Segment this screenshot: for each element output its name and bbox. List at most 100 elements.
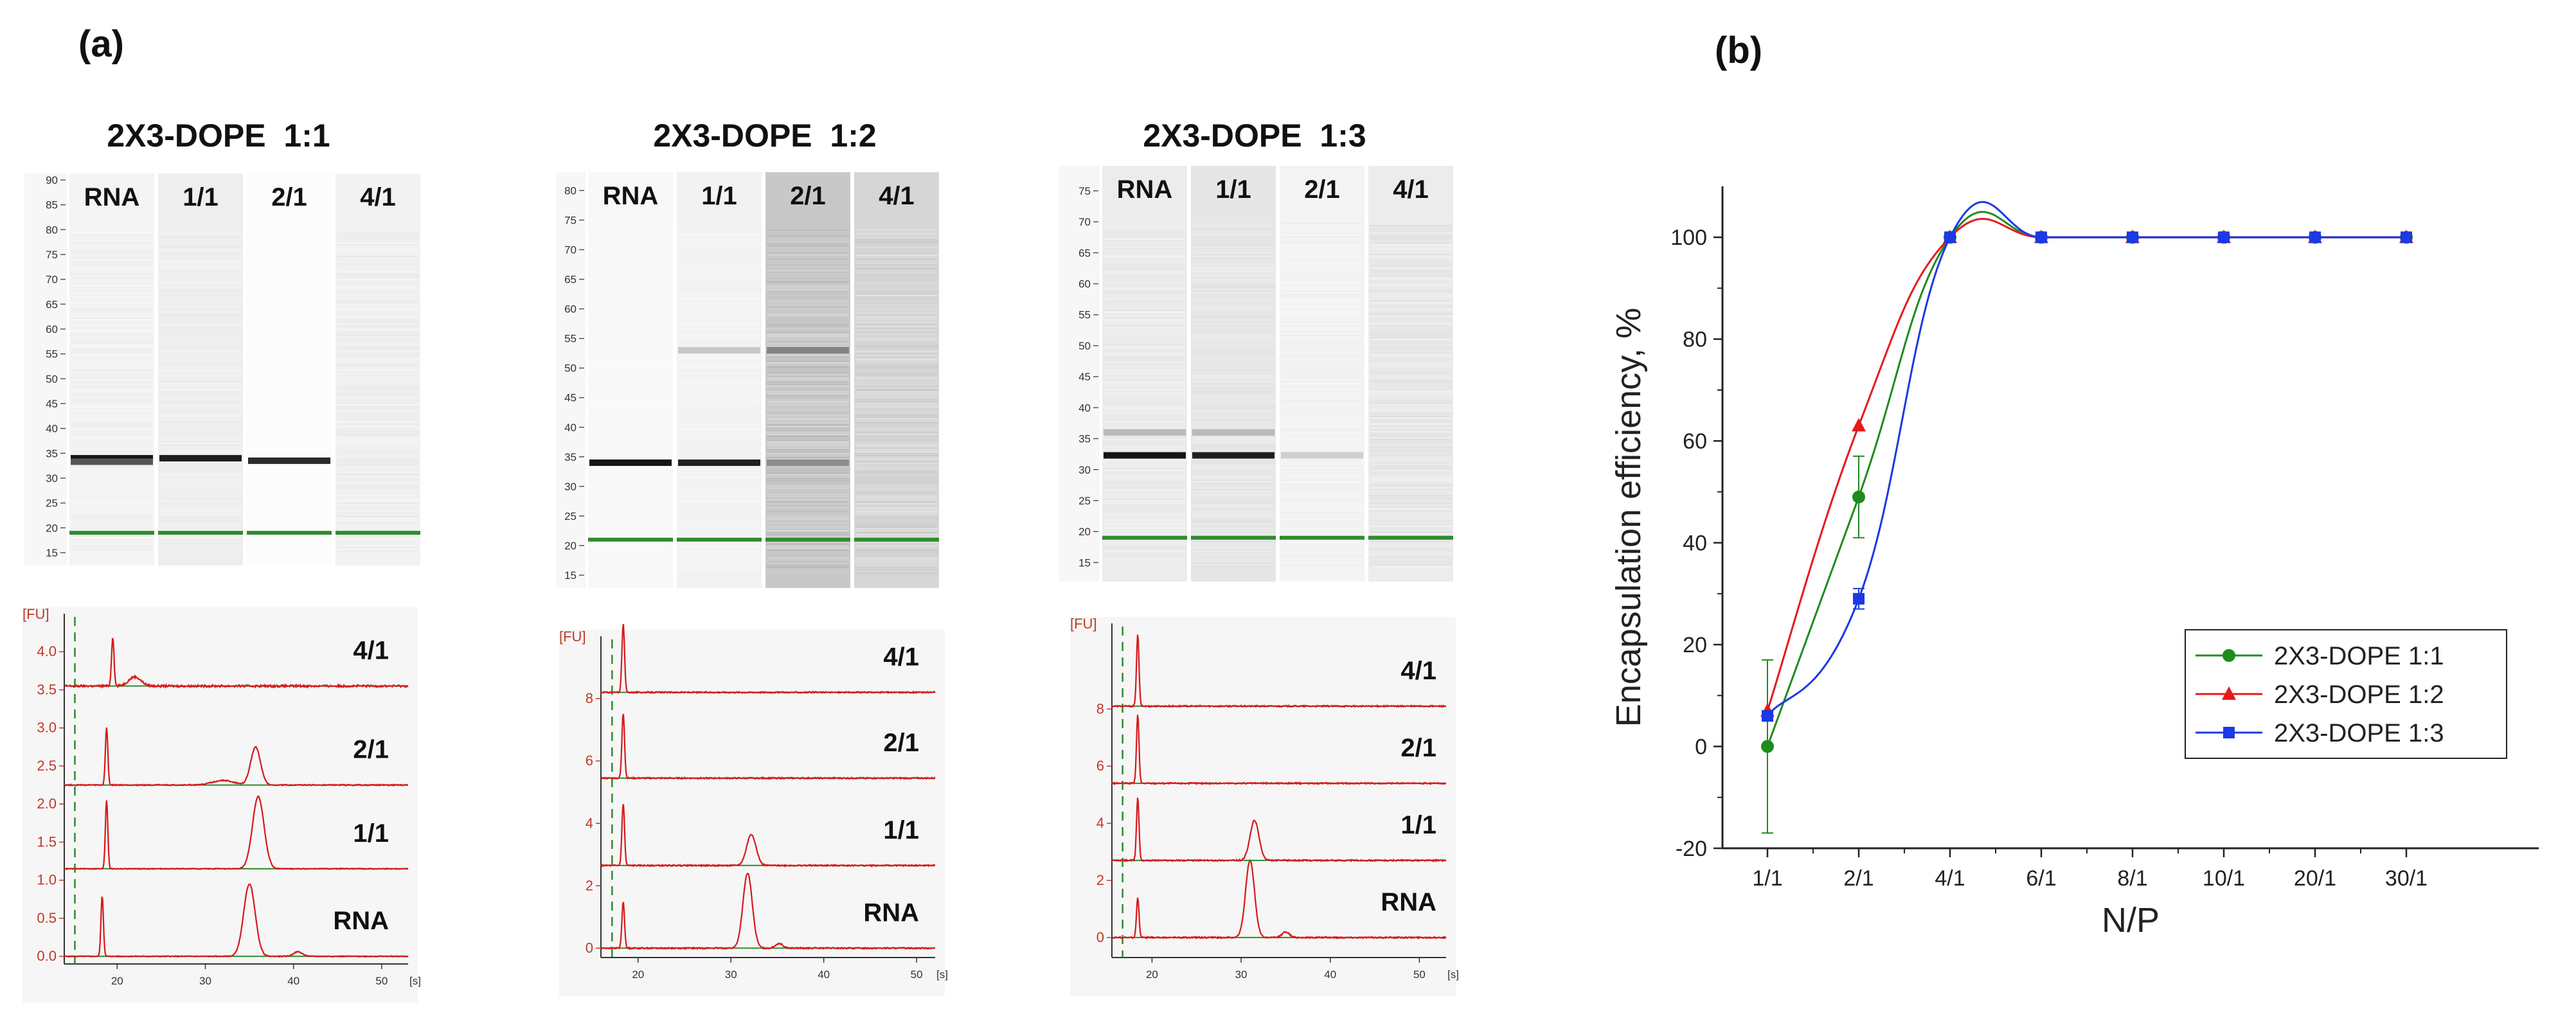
gel-marker-band (158, 531, 243, 535)
gel-1: 90 85 80 75 70 65 60 55 50 45 40 35 30 25 20 15 RNA 1/1 2/… (24, 174, 420, 566)
y-tick-label: 100 (1670, 226, 1707, 250)
ep-trace-4/1 (1111, 634, 1447, 708)
ep-trace-2/1 (1111, 715, 1447, 786)
ep-axis-unit-label: [FU] (1070, 616, 1097, 632)
gel-lane-label: 2/1 (790, 182, 826, 210)
gel-lane-1/1: 1/1 (158, 174, 243, 566)
encapsulation-chart: -20 0 20 40 60 80 100 1/1 2/1 4/1 6/1 8/1 10/1 20/1 30… (1609, 186, 2539, 940)
x-tick-label: 1/1 (1752, 866, 1782, 891)
gel-3: 75 70 65 60 55 50 45 40 35 30 25 20 15 RNA 1/1 2/1 4/1 (1059, 166, 1453, 582)
y-tick-label: -20 (1676, 837, 1707, 861)
ladder-tick-label: 60 (46, 323, 58, 335)
gel-band (159, 455, 242, 462)
ep-trace-label: 4/1 (883, 643, 919, 671)
ladder-tick-label: 65 (1078, 247, 1091, 259)
y-tick-label: 40 (1683, 531, 1707, 556)
gel-band (71, 458, 153, 465)
data-point (1853, 593, 1865, 605)
gel-band (678, 459, 760, 467)
ep-y-tick-label: 8 (586, 690, 593, 706)
ep-x-tick-label: 40 (818, 968, 830, 981)
ep-y-tick-label: 0.5 (37, 910, 57, 926)
ep-y-tick-label: 0 (1096, 929, 1104, 945)
ep-y-tick-label: 8 (1096, 700, 1104, 717)
ep-x-tick-label: 30 (725, 968, 737, 981)
ep-trace-1/1 (600, 804, 936, 868)
ladder-tick-label: 25 (1078, 495, 1091, 507)
gel-lane-RNA: RNA (588, 172, 673, 588)
data-point (1762, 710, 1773, 722)
series-3 (1762, 201, 2412, 722)
ep-trace-label: 1/1 (883, 816, 919, 844)
ep-background (22, 607, 418, 1003)
ladder-tick-label: 70 (1078, 216, 1091, 228)
gel-ladder-strip (556, 172, 586, 588)
data-point (2401, 231, 2412, 244)
legend: 2X3-DOPE 1:1 2X3-DOPE 1:2 2X3-DOPE 1:3 (2185, 629, 2507, 759)
data-point (2218, 231, 2230, 244)
panel-b-label: (b) (1715, 30, 1762, 71)
gel-band (1104, 429, 1186, 436)
x-axis-label: N/P (2102, 901, 2160, 940)
ep-axis-unit-label: [FU] (22, 606, 49, 622)
ep-y-tick-label: 6 (586, 753, 593, 769)
ladder-tick-label: 45 (46, 398, 58, 410)
ep-trace-label: 2/1 (1400, 734, 1436, 762)
ep-y-tick-label: 0.0 (37, 948, 57, 964)
gel-lane-label: RNA (84, 183, 140, 211)
gel-band (1192, 452, 1275, 459)
gel-lane-1/1: 1/1 (1191, 166, 1276, 582)
gel-lane-label: 4/1 (879, 182, 915, 210)
gel-3-title: 2X3-DOPE 1:3 (1143, 118, 1366, 154)
gel-lane-label: 1/1 (701, 182, 737, 210)
ep-trace-label: 4/1 (353, 637, 389, 665)
ep-trace-1/1 (64, 795, 409, 871)
ladder-tick-label: 50 (1078, 340, 1091, 352)
ladder-tick-label: 80 (564, 184, 577, 197)
ladder-tick-label: 55 (1078, 309, 1091, 321)
y-tick-label: 80 (1683, 328, 1707, 352)
ep-y-tick-label: 2 (586, 877, 593, 893)
ladder-tick-label: 35 (46, 447, 58, 459)
electropherogram-2: [FU] 0 2 4 6 8 20 30 40 50 [s] RNA 1/1 2/1 4/1 (559, 623, 948, 996)
gel-marker-band (69, 531, 154, 535)
legend-marker (2222, 686, 2236, 700)
gel-lane-label: 4/1 (1393, 175, 1429, 204)
ep-y-tick-label: 4 (586, 815, 593, 831)
gel-band (1281, 452, 1363, 459)
y-tick-label: 60 (1683, 429, 1707, 454)
gel-2: 80 75 70 65 60 55 50 45 40 35 30 25 20 15 RNA 1/1 2/1 4/1 (556, 172, 939, 588)
gel-marker-band (1102, 535, 1187, 540)
gel-band (1192, 429, 1275, 436)
ep-x-tick-label: 30 (199, 975, 211, 987)
ladder-tick-label: 35 (564, 451, 577, 463)
gel-marker-band (677, 537, 762, 542)
gel-marker-band (335, 531, 420, 535)
ladder-tick-label: 45 (1078, 371, 1091, 383)
ladder-tick-label: 30 (564, 481, 577, 493)
gel-lane-RNA: RNA (69, 174, 154, 566)
gel-lane-label: RNA (1117, 175, 1173, 204)
ep-trace-4/1 (600, 623, 936, 695)
data-point (1944, 231, 1956, 244)
gel-marker-band (247, 531, 332, 535)
ladder-tick-label: 50 (46, 373, 58, 385)
gel-1-title: 2X3-DOPE 1:1 (107, 118, 330, 154)
ep-trace-label: RNA (1381, 888, 1436, 916)
ladder-tick-label: 80 (46, 224, 58, 236)
ladder-tick-label: 60 (1078, 278, 1091, 290)
ladder-tick-label: 50 (564, 362, 577, 375)
gel-lane-label: 1/1 (1215, 175, 1251, 204)
ladder-tick-label: 25 (564, 510, 577, 522)
legend-marker (2223, 649, 2235, 662)
ladder-tick-label: 40 (1078, 402, 1091, 414)
x-tick-label: 2/1 (1843, 866, 1874, 891)
gel-lane-label: 4/1 (360, 183, 396, 211)
gel-lane-2/1: 2/1 (765, 172, 850, 588)
ep-trace-label: 2/1 (883, 729, 919, 757)
ep-x-tick-label: 40 (1324, 968, 1336, 981)
ep-trace-1/1 (1111, 798, 1447, 863)
legend-label: 2X3-DOPE 1:1 (2274, 642, 2444, 670)
gel-band (767, 459, 849, 467)
gel-lane-2/1: 2/1 (1280, 166, 1364, 582)
